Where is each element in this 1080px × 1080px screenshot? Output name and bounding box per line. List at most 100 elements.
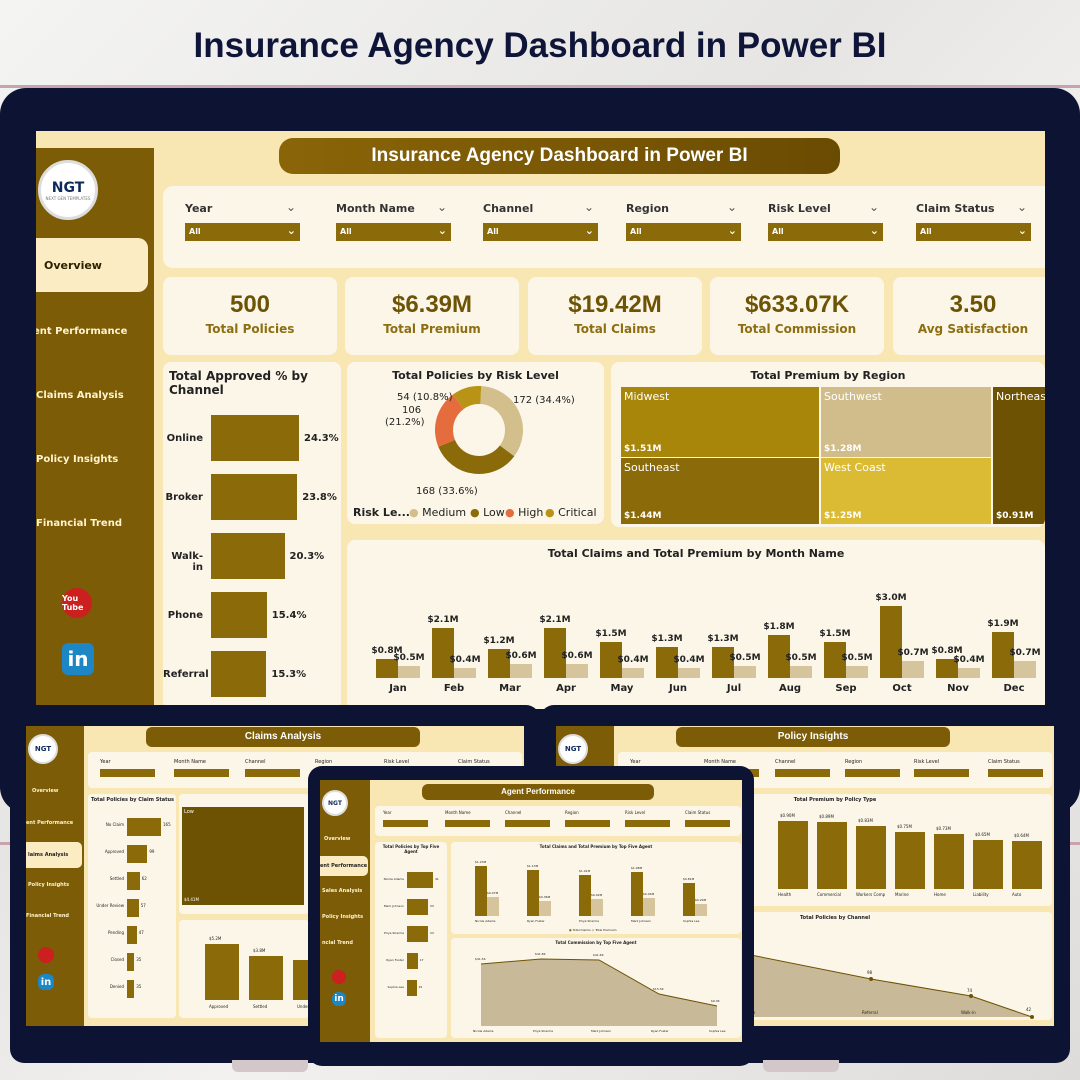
premium-bar[interactable] [566,663,588,678]
claims-bar[interactable] [600,642,622,678]
type-bar[interactable] [1012,840,1042,889]
legend-critical[interactable]: ● Critical [545,506,597,519]
premium-bar[interactable] [539,901,551,916]
premium-bar[interactable] [487,896,499,916]
linkedin-icon[interactable]: in [38,974,54,990]
nav-sales-analysis[interactable]: Sales Analysis [322,888,363,894]
status-bar[interactable] [127,899,139,917]
channel-bar-row[interactable]: Online 24.3% [163,415,341,461]
linkedin-icon[interactable]: in [332,992,346,1006]
type-bar[interactable] [856,826,886,889]
premium-bar[interactable] [643,898,655,916]
claims-bar[interactable] [293,960,309,1000]
claims-bar[interactable] [683,883,695,916]
claims-bar[interactable] [432,627,454,678]
claims-bar[interactable] [376,658,398,678]
premium-bar[interactable] [398,666,420,678]
nav-overview[interactable]: Overview [32,788,59,794]
premium-bar[interactable] [734,666,756,678]
claims-bar[interactable] [488,649,510,678]
claims-bar[interactable] [249,956,283,1000]
claims-bar[interactable] [527,870,539,916]
status-bar[interactable] [127,845,148,863]
agent-bar[interactable] [407,953,418,969]
nav-policy-insights[interactable]: Policy Insights [28,882,70,888]
nav-overview[interactable]: Overview [36,238,148,292]
claims-bar[interactable] [992,632,1014,678]
youtube-icon[interactable]: You Tube [62,588,92,618]
legend-medium[interactable]: ● Medium [409,506,467,519]
premium-bar[interactable] [695,904,707,916]
nav-policy-insights[interactable]: Policy Insights [36,454,119,465]
claims-bar[interactable] [579,874,591,916]
premium-bar[interactable] [790,666,812,678]
type-bar[interactable] [778,821,808,889]
claims-bar[interactable] [656,646,678,678]
filter-year[interactable]: Year ⌄ All ⌄ [185,200,300,241]
linkedin-icon[interactable]: in [62,643,94,675]
claims-bar[interactable] [544,627,566,678]
legend-low[interactable]: ● Low [470,506,505,519]
tile-southwest[interactable]: Southwest $1.28M [821,387,991,457]
tile-west-coast[interactable]: West Coast $1.25M [821,458,991,524]
youtube-icon[interactable] [332,970,346,984]
filter-month-name[interactable]: Month Name ⌄ All ⌄ [336,200,451,241]
nav-financial-trend[interactable]: ncial Trend [322,940,353,946]
type-bar[interactable] [934,833,964,889]
premium-bar[interactable] [902,661,924,678]
claims-bar[interactable] [205,944,239,1000]
premium-bar[interactable] [454,668,476,678]
nav-policy-insights[interactable]: Policy Insights [322,914,364,920]
claims-bar[interactable] [936,658,958,678]
claims-bar[interactable] [475,866,487,916]
youtube-icon[interactable] [38,947,54,963]
nav-agent-performance[interactable]: ent Performance [320,856,368,876]
tile-low[interactable] [182,807,304,905]
status-bar[interactable] [127,953,135,971]
status-bar[interactable] [127,818,161,836]
premium-bar[interactable] [1014,661,1036,678]
nav-claims-analysis[interactable]: Claims Analysis [36,390,124,401]
agent-bar[interactable] [407,980,417,996]
claims-bar[interactable] [631,872,643,916]
premium-bar[interactable] [591,898,603,916]
premium-bar[interactable] [510,663,532,678]
agent-bar[interactable] [407,872,433,888]
claims-bar[interactable] [824,642,846,678]
channel-bar-row[interactable]: Phone 15.4% [163,592,341,638]
channel-bar-row[interactable]: Referral 15.3% [163,651,341,697]
status-bar[interactable] [127,872,140,890]
agent-bar[interactable] [407,926,428,942]
risk-donut[interactable] [347,362,604,522]
tile-northeast[interactable]: Northeas $0.91M [993,387,1045,524]
type-bar[interactable] [817,821,847,889]
channel-bar-row[interactable]: Walk-in 20.3% [163,533,341,579]
premium-bar[interactable] [678,668,700,678]
nav-overview[interactable]: Overview [324,836,351,842]
premium-bar[interactable] [846,666,868,678]
nav-financial-trend[interactable]: Financial Trend [26,913,69,919]
claims-bar[interactable] [712,646,734,678]
agent-bar[interactable] [407,899,428,915]
claims-bar[interactable] [880,606,902,678]
type-bar[interactable] [895,832,925,889]
nav-claims-analysis[interactable]: laims Analysis [26,842,82,868]
month-bar-chart[interactable]: $0.8M $0.5M Jan $2.1M $0.4M Feb $1.2M $0.6M Mar $… [347,540,1045,709]
filter-risk-level[interactable]: Risk Level ⌄ All ⌄ [768,200,883,241]
type-bar[interactable] [973,839,1003,889]
status-bar[interactable] [127,926,137,944]
premium-bar[interactable] [622,668,644,678]
legend-high[interactable]: ● High [505,506,544,519]
tile-southeast[interactable]: Southeast $1.44M [621,458,819,524]
nav-agent-performance[interactable]: ent Performance [26,820,74,826]
commission-area[interactable] [451,938,741,1038]
premium-bar[interactable] [958,668,980,678]
nav-agent-performance[interactable]: ent Performance [36,326,128,337]
channel-bar-row[interactable]: Broker 23.8% [163,474,341,520]
filter-region[interactable]: Region ⌄ All ⌄ [626,200,741,241]
status-bar[interactable] [127,980,135,998]
claims-bar[interactable] [768,634,790,678]
nav-financial-trend[interactable]: Financial Trend [36,518,122,529]
filter-claim-status[interactable]: Claim Status ⌄ All ⌄ [916,200,1031,241]
tile-midwest[interactable]: Midwest $1.51M [621,387,819,457]
